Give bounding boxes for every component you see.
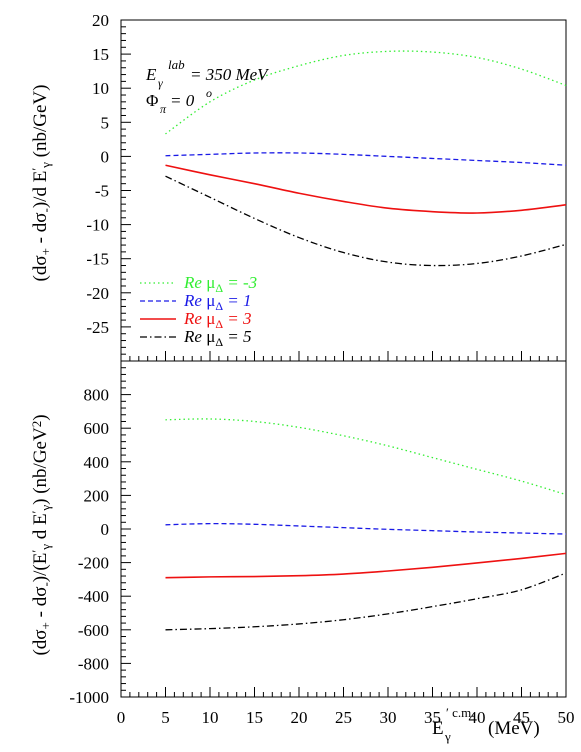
x-tick-label: 20 [291,708,308,727]
bottom-panel: 800 600 400 200 0 -200 -400 -600 -800 -1000 0 5 10 15… [69,360,575,727]
y-tick-label: 0 [101,147,110,166]
y-tick-label: -400 [78,587,109,606]
x-axis-label: E γ ′ c.m. (MeV) [432,705,540,744]
y-tick-label: -800 [78,654,109,673]
svg-text:(MeV): (MeV) [488,718,540,739]
y-tick-label: 5 [101,113,110,132]
svg-text:(dσ+ - dσ-)/(E′γ d E′γ) (nb/G: (dσ+ - dσ-)/(E′γ d E′γ) (nb/GeV2) [29,414,53,655]
svg-text:π: π [160,102,167,116]
series-line-1 [165,418,567,496]
x-tick-label: 35 [424,708,441,727]
y-tick-label: 15 [92,45,109,64]
y-tick-label: 400 [84,453,110,472]
x-tick-label: 30 [380,708,397,727]
annotation-phi: Φ π = 0 o [146,86,212,116]
y-tick-label: -600 [78,621,109,640]
svg-text:= 0: = 0 [170,91,195,110]
y-tick-label: -15 [86,250,109,269]
series-line-1 [165,50,567,135]
x-tick-label: 25 [335,708,352,727]
svg-text:′ c.m.: ′ c.m. [446,705,474,720]
y-tick-label: 200 [84,486,110,505]
series-line-2 [165,152,567,166]
y-tick-label: 10 [92,79,109,98]
y-tick-label: -10 [86,216,109,235]
legend: Re μΔ = -3Re μΔ = 1Re μΔ = 3Re μΔ = 5 [140,273,257,349]
y-tick-label: 600 [84,419,110,438]
svg-text:= 350 MeV: = 350 MeV [190,65,270,84]
x-tick-label: 10 [202,708,219,727]
top-panel: 20 15 10 5 0 -5 -10 -15 -20 -25 [86,11,567,362]
annotation-energy: E γ lab = 350 MeV [145,57,270,90]
y-axis-label-bottom: (dσ+ - dσ-)/(E′γ d E′γ) (nb/GeV2) [29,414,53,655]
y-tick-label: 800 [84,386,110,405]
legend-label: Re μΔ = -3 [183,273,257,295]
y-tick-label: 0 [101,520,110,539]
y-tick-label: 20 [92,11,109,30]
y-tick-label: -5 [95,182,109,201]
svg-text:lab: lab [168,57,185,72]
x-tick-label: 50 [558,708,575,727]
x-tick-label: 15 [246,708,263,727]
svg-text:γ: γ [444,729,451,744]
y-tick-label: -200 [78,554,109,573]
y-tick-label: -1000 [69,688,109,707]
series-line-2 [165,522,567,535]
plot-frame [120,360,567,698]
x-tick-label: 5 [161,708,170,727]
svg-text:E: E [145,65,157,84]
series-line-4 [165,572,567,631]
svg-text:Φ: Φ [146,91,158,110]
y-tick-label: -20 [86,284,109,303]
y-tick-label: -25 [86,318,109,337]
legend-label: Re μΔ = 3 [183,309,252,331]
legend-label: Re μΔ = 5 [183,327,252,349]
svg-text:γ: γ [158,76,163,90]
svg-text:o: o [206,86,212,100]
x-tick-label: 40 [469,708,486,727]
series-line-3 [165,164,567,214]
legend-label: Re μΔ = 1 [183,291,252,313]
y-axis-label-top: (dσ+ - dσ-)/d E′γ (nb/GeV) [29,85,53,282]
x-tick-label: 0 [117,708,126,727]
svg-text:(dσ+ - dσ-)/d E′γ (nb/GeV): (dσ+ - dσ-)/d E′γ (nb/GeV) [29,85,53,282]
series-line-4 [165,175,567,267]
series-line-3 [165,552,567,579]
x-tick-label: 45 [513,708,530,727]
svg-text:E: E [432,718,444,739]
